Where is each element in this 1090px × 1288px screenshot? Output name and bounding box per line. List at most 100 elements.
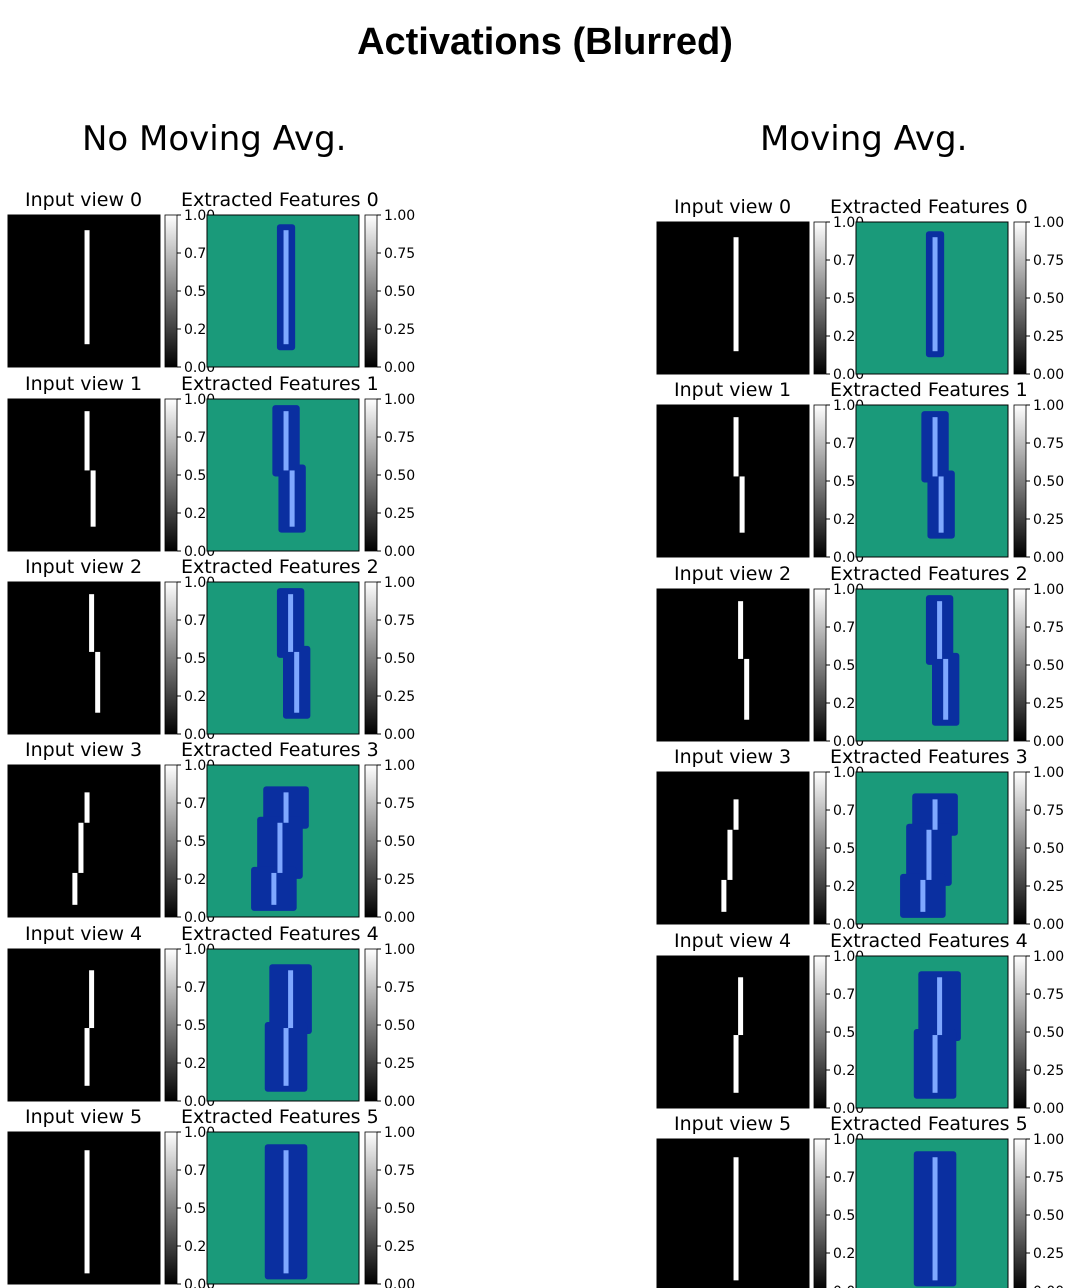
colorbar-tick-label: 0.25 (1033, 879, 1064, 895)
feature-core (932, 417, 938, 477)
input-stroke (84, 1028, 90, 1086)
colorbar-tick-label: 0.00 (1033, 367, 1064, 383)
input-view-label: Input view 0 (674, 196, 791, 218)
input-view-image (656, 771, 810, 925)
extracted-features-label: Extracted Features 1 (830, 379, 1028, 401)
feature-core (932, 1157, 938, 1281)
input-view-label: Input view 4 (674, 930, 791, 952)
colorbar-tick-label: 0.00 (833, 1284, 864, 1288)
input-view-image (7, 1131, 161, 1285)
colorbar-tick-label: 0.50 (384, 1201, 415, 1217)
extracted-features-label: Extracted Features 1 (181, 373, 379, 395)
colorbar-tick-label: 0.50 (1033, 1208, 1064, 1224)
input-view-image (7, 214, 161, 368)
extracted-features-label: Extracted Features 3 (181, 739, 379, 761)
colorbar-tick-label: 0.25 (1033, 1246, 1064, 1262)
colorbar-tick-label: 1.00 (384, 942, 415, 958)
colorbar-tick-label: 0.75 (1033, 620, 1064, 636)
extracted-features-label: Extracted Features 0 (830, 196, 1028, 218)
panel-row: Input view 5 Extracted Features 5 1.00 0.75… (656, 1113, 1064, 1288)
colorbar-features (364, 214, 378, 368)
input-view-image (7, 764, 161, 918)
colorbar-tick-label: 0.50 (1033, 841, 1064, 857)
input-stroke (89, 970, 95, 1029)
colorbar-tick-label: 0.00 (384, 1094, 415, 1110)
colorbar-tick-label: 0.25 (1033, 696, 1064, 712)
panel-row: Input view 3 Extracted Features 3 1.00 0.75… (7, 739, 415, 926)
colorbar-tick-label: 0.75 (384, 796, 415, 812)
colorbar-features (364, 1131, 378, 1285)
feature-core (288, 970, 294, 1029)
feature-core (943, 658, 949, 720)
input-view-label: Input view 5 (25, 1106, 142, 1128)
panel-row: Input view 3 Extracted Features 3 1.00 0.75… (656, 746, 1064, 933)
panel-row: Input view 1 Extracted Features 1 1.00 0.75… (7, 373, 415, 560)
input-stroke (738, 977, 744, 1036)
extracted-features-label: Extracted Features 2 (181, 556, 379, 578)
colorbar-tick-label: 1.00 (384, 208, 415, 224)
feature-core (932, 1035, 938, 1093)
panel-row: Input view 2 Extracted Features 2 1.00 0.75… (656, 563, 1064, 750)
input-stroke (90, 470, 96, 527)
colorbar-input (164, 398, 178, 552)
input-stroke (739, 476, 745, 533)
colorbar-tick-label: 0.75 (1033, 987, 1064, 1003)
input-view-image (656, 1138, 810, 1288)
colorbar-tick-label: 0.00 (384, 727, 415, 743)
input-stroke (733, 237, 739, 352)
input-view-image (7, 948, 161, 1102)
feature-core (288, 594, 294, 652)
input-stroke (733, 799, 739, 830)
colorbar-tick-label: 0.75 (384, 430, 415, 446)
input-stroke (84, 1150, 90, 1274)
colorbar-input (813, 588, 827, 742)
feature-core (283, 411, 289, 471)
panel-row: Input view 0 Extracted Features 0 1.00 0.75… (7, 189, 415, 376)
colorbar-input (813, 404, 827, 558)
input-stroke (95, 651, 101, 713)
colorbar-tick-label: 0.25 (1033, 1063, 1064, 1079)
colorbar-tick-label: 0.00 (384, 360, 415, 376)
colorbar-input (164, 948, 178, 1102)
input-stroke (733, 1157, 739, 1281)
colorbar-tick-label: 1.00 (384, 392, 415, 408)
extracted-features-label: Extracted Features 0 (181, 189, 379, 211)
colorbar-tick-label: 0.50 (384, 651, 415, 667)
colorbar-tick-label: 1.00 (384, 1125, 415, 1141)
colorbar-tick-label: 0.00 (384, 1277, 415, 1288)
input-stroke (738, 601, 744, 659)
input-view-image (656, 404, 810, 558)
extracted-features-label: Extracted Features 5 (181, 1106, 379, 1128)
colorbar-tick-label: 1.00 (384, 575, 415, 591)
feature-core (271, 872, 277, 905)
colorbar-input (813, 221, 827, 375)
panel-row: Input view 2 Extracted Features 2 1.00 0.75… (7, 556, 415, 743)
colorbar-tick-label: 0.25 (384, 1056, 415, 1072)
colorbar-tick-label: 0.25 (384, 689, 415, 705)
panel-row: Input view 0 Extracted Features 0 1.00 0.75… (656, 196, 1064, 383)
colorbar-tick-label: 0.00 (184, 1277, 215, 1288)
input-stroke (78, 822, 84, 873)
input-stroke (727, 829, 733, 880)
colorbar-tick-label: 0.50 (1033, 474, 1064, 490)
colorbar-input (813, 1138, 827, 1288)
input-view-label: Input view 3 (674, 746, 791, 768)
feature-core (932, 799, 938, 830)
input-view-image (656, 955, 810, 1109)
colorbar-features (1013, 955, 1027, 1109)
colorbar-tick-label: 1.00 (1033, 398, 1064, 414)
colorbar-tick-label: 0.75 (384, 246, 415, 262)
input-view-label: Input view 1 (674, 379, 791, 401)
input-view-image (7, 398, 161, 552)
colorbar-tick-label: 1.00 (1033, 582, 1064, 598)
colorbar-tick-label: 0.50 (1033, 658, 1064, 674)
feature-core (277, 822, 283, 873)
colorbar-tick-label: 0.00 (1033, 734, 1064, 750)
colorbar-tick-label: 0.00 (1033, 917, 1064, 933)
colorbar-tick-label: 0.50 (384, 284, 415, 300)
column-title-moving-avg: Moving Avg. (760, 119, 968, 159)
input-view-label: Input view 5 (674, 1113, 791, 1135)
colorbar-input (164, 214, 178, 368)
feature-core (920, 879, 926, 912)
